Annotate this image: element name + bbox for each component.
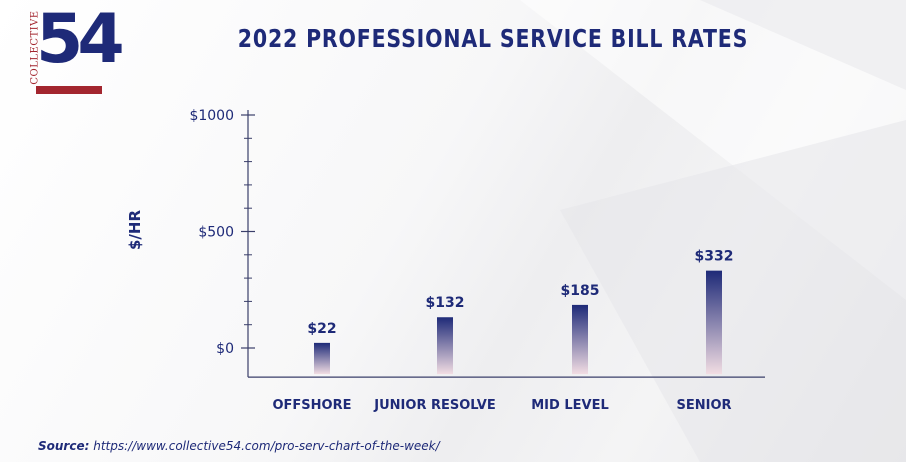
y-tick-label: $1000 — [189, 108, 234, 124]
source-note: Source: https://www.collective54.com/pro… — [38, 439, 440, 453]
bar-senior — [706, 270, 722, 375]
chart-title: 2022 PROFESSIONAL SERVICE BILL RATES — [237, 24, 749, 53]
bar-junior-resolve — [437, 317, 453, 375]
bar-mid-level — [572, 304, 588, 375]
x-category-label: JUNIOR RESOLVE — [373, 398, 495, 413]
y-tick-label: $0 — [216, 341, 234, 357]
bar-value-label: $185 — [561, 283, 600, 299]
x-category-label: OFFSHORE — [273, 398, 352, 413]
bar-offshore — [314, 342, 330, 375]
x-category-label: SENIOR — [676, 398, 731, 413]
logo-number: 54 — [36, 0, 125, 79]
source-url[interactable]: https://www.collective54.com/pro-serv-ch… — [93, 439, 440, 453]
y-axis-label: $/HR — [126, 210, 144, 250]
x-category-label: MID LEVEL — [531, 398, 608, 413]
y-tick-label: $500 — [198, 225, 234, 241]
bar-value-label: $22 — [307, 321, 336, 337]
bar-value-label: $332 — [695, 249, 734, 265]
collective54-logo: COLLECTIVE 54 — [22, 6, 125, 98]
bar-value-label: $132 — [426, 295, 465, 311]
logo-underline — [36, 86, 102, 94]
source-label: Source: — [38, 439, 90, 453]
